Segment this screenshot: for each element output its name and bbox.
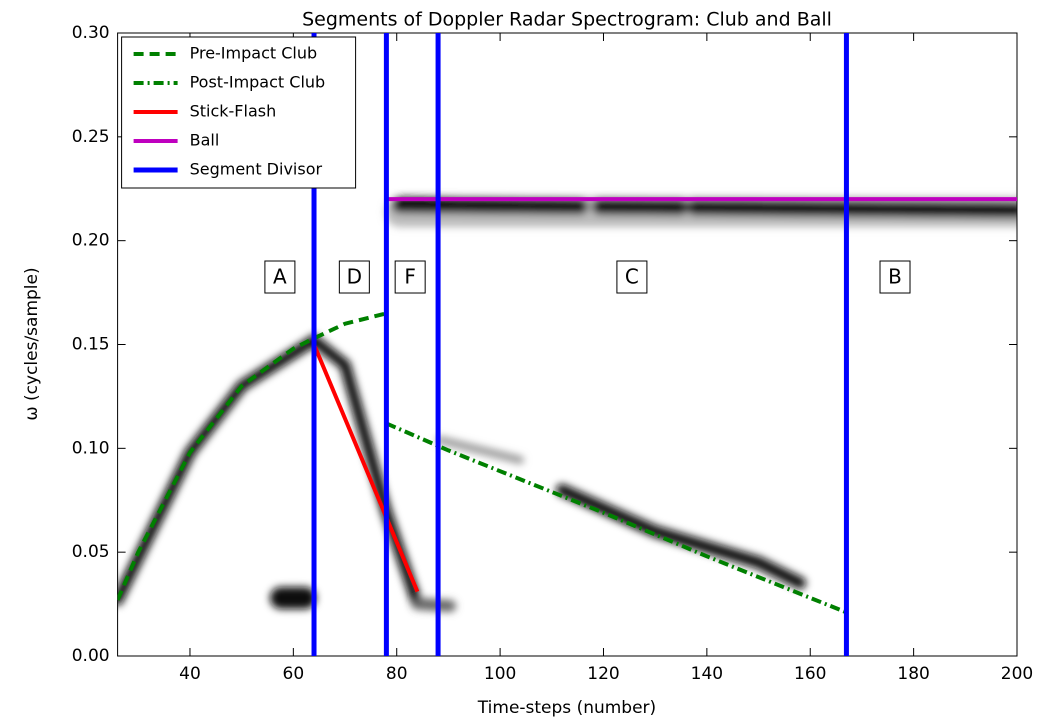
x-tick-label: 200 (1001, 664, 1033, 684)
series-line (312, 343, 420, 593)
x-tick-label: 80 (386, 664, 408, 684)
annotation: F (404, 265, 416, 289)
x-tick-label: 160 (794, 664, 826, 684)
y-axis-label: ω (cycles/sample) (22, 267, 42, 420)
y-tick-label: 0.10 (72, 438, 110, 458)
x-tick-label: 40 (179, 664, 201, 684)
legend-label: Ball (190, 131, 220, 150)
annotation-box (879, 260, 911, 294)
annotation-box (394, 260, 426, 294)
series-line (117, 311, 387, 601)
annotation: B (888, 265, 902, 289)
y-tick-label: 0.25 (72, 127, 110, 147)
series-line (385, 421, 848, 615)
annotation: D (347, 265, 362, 289)
x-axis-label: Time-steps (number) (477, 698, 656, 718)
y-tick-label: 0.15 (72, 335, 110, 355)
y-tick-label: 0.00 (72, 646, 110, 666)
y-tick-label: 0.05 (72, 542, 110, 562)
x-tick-label: 100 (484, 664, 516, 684)
legend-label: Stick-Flash (190, 102, 277, 121)
legend-label: Pre-Impact Club (190, 44, 318, 63)
annotation: C (625, 265, 639, 289)
legend-label: Segment Divisor (190, 160, 323, 179)
annotation: A (273, 265, 287, 289)
annotation-box (338, 260, 370, 294)
x-tick-label: 120 (587, 664, 619, 684)
plot-marks (117, 33, 1017, 656)
y-tick-label: 0.30 (72, 23, 110, 43)
legend-label: Post-Impact Club (190, 73, 326, 92)
x-tick-label: 180 (897, 664, 929, 684)
annotation-box (264, 260, 296, 294)
chart-title: Segments of Doppler Radar Spectrogram: C… (302, 9, 832, 31)
annotation-box (616, 260, 648, 294)
x-tick-label: 140 (691, 664, 723, 684)
x-tick-label: 60 (283, 664, 305, 684)
y-tick-label: 0.20 (72, 231, 110, 251)
